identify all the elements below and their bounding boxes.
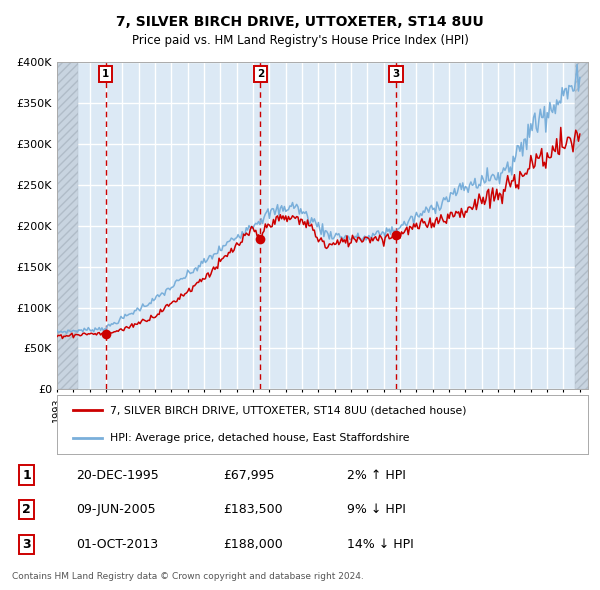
Text: £183,500: £183,500 [224, 503, 283, 516]
Text: 09-JUN-2005: 09-JUN-2005 [77, 503, 156, 516]
Text: HPI: Average price, detached house, East Staffordshire: HPI: Average price, detached house, East… [110, 433, 410, 442]
Text: Price paid vs. HM Land Registry's House Price Index (HPI): Price paid vs. HM Land Registry's House … [131, 34, 469, 47]
Text: 2: 2 [22, 503, 31, 516]
Text: 9% ↓ HPI: 9% ↓ HPI [347, 503, 406, 516]
Text: 14% ↓ HPI: 14% ↓ HPI [347, 538, 414, 551]
Bar [575, 62, 588, 389]
Text: £67,995: £67,995 [224, 468, 275, 481]
Text: 7, SILVER BIRCH DRIVE, UTTOXETER, ST14 8UU (detached house): 7, SILVER BIRCH DRIVE, UTTOXETER, ST14 8… [110, 405, 467, 415]
Text: Contains HM Land Registry data © Crown copyright and database right 2024.: Contains HM Land Registry data © Crown c… [12, 572, 364, 581]
Text: 1: 1 [22, 468, 31, 481]
Text: 7, SILVER BIRCH DRIVE, UTTOXETER, ST14 8UU: 7, SILVER BIRCH DRIVE, UTTOXETER, ST14 8… [116, 15, 484, 29]
Text: 1: 1 [102, 69, 109, 79]
Text: 3: 3 [392, 69, 400, 79]
Text: 01-OCT-2013: 01-OCT-2013 [77, 538, 158, 551]
Text: 2% ↑ HPI: 2% ↑ HPI [347, 468, 406, 481]
Bar [57, 62, 78, 389]
Text: 3: 3 [22, 538, 31, 551]
Text: 20-DEC-1995: 20-DEC-1995 [77, 468, 160, 481]
Text: £188,000: £188,000 [224, 538, 283, 551]
Text: 2: 2 [257, 69, 264, 79]
